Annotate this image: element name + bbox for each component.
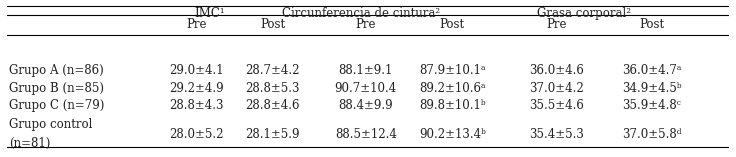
Text: (n=81): (n=81) [9, 137, 50, 150]
Text: Grupo control: Grupo control [9, 118, 92, 131]
Text: Grupo A (n=86): Grupo A (n=86) [9, 64, 104, 77]
Text: 28.1±5.9: 28.1±5.9 [246, 128, 300, 141]
Text: 36.0±4.7ᵃ: 36.0±4.7ᵃ [622, 64, 681, 77]
Text: 37.0±5.8ᵈ: 37.0±5.8ᵈ [622, 128, 682, 141]
Text: Pre: Pre [186, 18, 207, 31]
Text: 35.9±4.8ᶜ: 35.9±4.8ᶜ [622, 99, 681, 112]
Text: IMC¹: IMC¹ [194, 7, 224, 20]
Text: 88.5±12.4: 88.5±12.4 [335, 128, 397, 141]
Text: 28.0±5.2: 28.0±5.2 [169, 128, 224, 141]
Text: Post: Post [261, 18, 286, 31]
Text: 34.9±4.5ᵇ: 34.9±4.5ᵇ [622, 82, 682, 95]
Text: Pre: Pre [547, 18, 567, 31]
Text: 37.0±4.2: 37.0±4.2 [530, 82, 584, 95]
Text: 28.8±4.6: 28.8±4.6 [246, 99, 300, 112]
Text: 89.8±10.1ᵇ: 89.8±10.1ᵇ [419, 99, 486, 112]
Text: 28.8±4.3: 28.8±4.3 [169, 99, 224, 112]
Text: 88.4±9.9: 88.4±9.9 [339, 99, 393, 112]
Text: Pre: Pre [355, 18, 376, 31]
Text: Grupo C (n=79): Grupo C (n=79) [9, 99, 105, 112]
Text: 87.9±10.1ᵃ: 87.9±10.1ᵃ [419, 64, 486, 77]
Text: 28.7±4.2: 28.7±4.2 [246, 64, 300, 77]
Text: 90.7±10.4: 90.7±10.4 [335, 82, 397, 95]
Text: 29.0±4.1: 29.0±4.1 [169, 64, 224, 77]
Text: 90.2±13.4ᵇ: 90.2±13.4ᵇ [419, 128, 486, 141]
Text: Grupo B (n=85): Grupo B (n=85) [9, 82, 104, 95]
Text: 35.5±4.6: 35.5±4.6 [529, 99, 584, 112]
Text: 28.8±5.3: 28.8±5.3 [246, 82, 300, 95]
Text: 35.4±5.3: 35.4±5.3 [529, 128, 584, 141]
Text: 88.1±9.1: 88.1±9.1 [339, 64, 393, 77]
Text: 89.2±10.6ᵃ: 89.2±10.6ᵃ [419, 82, 486, 95]
Text: Post: Post [639, 18, 664, 31]
Text: 29.2±4.9: 29.2±4.9 [169, 82, 224, 95]
Text: Post: Post [440, 18, 465, 31]
Text: Grasa corporal²: Grasa corporal² [537, 7, 631, 20]
Text: Circunferencia de cintura²: Circunferencia de cintura² [282, 7, 440, 20]
Text: 36.0±4.6: 36.0±4.6 [529, 64, 584, 77]
